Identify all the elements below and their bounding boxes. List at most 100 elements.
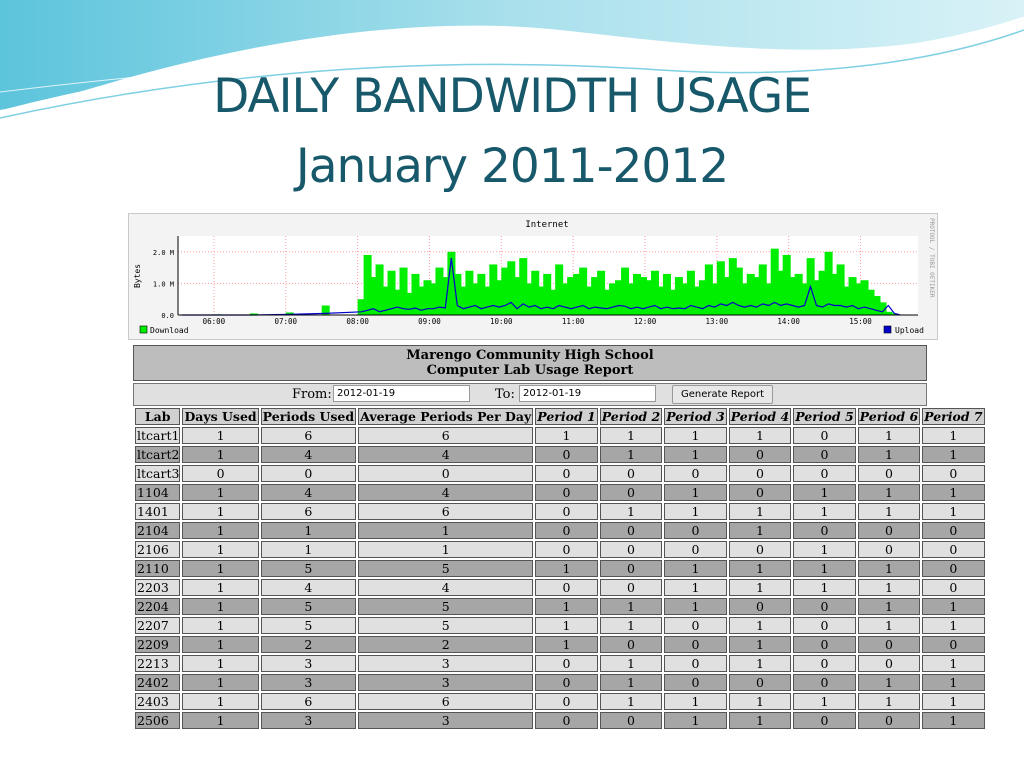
legend-upload-label: Upload xyxy=(895,326,924,335)
table-cell: 0 xyxy=(664,617,727,634)
download-bar xyxy=(459,286,468,315)
table-cell: 1 xyxy=(857,598,921,615)
table-cell: 2 xyxy=(358,636,534,653)
table-cell: 1 xyxy=(260,541,357,558)
table-cell: 5 xyxy=(358,617,534,634)
download-bar xyxy=(411,273,420,315)
download-bar xyxy=(543,273,552,315)
y-tick-label: 2.0 M xyxy=(153,249,174,257)
table-cell: 0 xyxy=(728,484,792,501)
table-cell: 1 xyxy=(922,598,985,615)
column-header: Periods Used xyxy=(260,408,357,425)
table-cell: 1 xyxy=(599,674,663,691)
table-cell: 1 xyxy=(793,693,856,710)
download-bar xyxy=(842,286,851,315)
table-cell: 0 xyxy=(857,712,921,729)
download-bar xyxy=(405,292,414,315)
table-cell: 1 xyxy=(182,560,259,577)
table-cell: 1 xyxy=(535,617,598,634)
download-bar xyxy=(872,296,881,315)
lab-name-cell: 2213 xyxy=(135,655,181,672)
x-tick-label: 06:00 xyxy=(203,317,226,326)
download-bar xyxy=(537,286,546,315)
download-bar xyxy=(321,305,330,315)
lab-name-cell: 2106 xyxy=(135,541,181,558)
table-row: 2204 1 5 5 1 1 1 0 0 1 1 xyxy=(135,598,985,615)
download-bar xyxy=(716,261,725,315)
download-bar xyxy=(752,277,761,315)
table-cell: 1 xyxy=(857,579,921,596)
table-cell: 0 xyxy=(599,522,663,539)
download-bar xyxy=(249,313,258,315)
table-cell: 1 xyxy=(728,655,792,672)
table-cell: 0 xyxy=(260,465,357,482)
download-bar xyxy=(387,270,396,315)
download-bar xyxy=(639,277,648,315)
table-cell: 1 xyxy=(182,541,259,558)
slide-title-line2: January 2011-2012 xyxy=(295,139,729,194)
download-bar xyxy=(830,273,839,315)
table-cell: 0 xyxy=(857,522,921,539)
table-row: 2106 1 1 1 0 0 0 0 1 0 0 xyxy=(135,541,985,558)
table-cell: 0 xyxy=(728,541,792,558)
table-cell: 0 xyxy=(535,465,598,482)
generate-report-button[interactable]: Generate Report xyxy=(672,385,774,404)
table-cell: 0 xyxy=(599,541,663,558)
download-bar xyxy=(668,289,677,315)
download-bar xyxy=(704,264,713,315)
table-row: ltcart1 1 6 6 1 1 1 1 0 1 1 xyxy=(135,427,985,444)
table-cell: 1 xyxy=(182,636,259,653)
table-cell: 1 xyxy=(599,503,663,520)
table-cell: 1 xyxy=(793,541,856,558)
table-cell: 3 xyxy=(260,712,357,729)
table-cell: 1 xyxy=(599,693,663,710)
x-tick-label: 07:00 xyxy=(274,317,297,326)
column-header: Period 3 xyxy=(664,408,727,425)
download-bar xyxy=(561,283,570,315)
download-bar xyxy=(573,273,582,315)
lab-name-cell: 2204 xyxy=(135,598,181,615)
table-cell: 1 xyxy=(535,560,598,577)
download-bar xyxy=(633,273,642,315)
report-subtitle: Computer Lab Usage Report xyxy=(426,363,634,378)
table-cell: 1 xyxy=(182,693,259,710)
x-tick-label: 12:00 xyxy=(634,317,657,326)
download-bar xyxy=(393,289,402,315)
table-cell: 0 xyxy=(599,465,663,482)
table-cell: 0 xyxy=(922,522,985,539)
table-cell: 1 xyxy=(664,560,727,577)
y-tick-label: 1.0 M xyxy=(153,280,174,288)
from-date-input[interactable] xyxy=(333,385,470,402)
to-date-input[interactable] xyxy=(519,385,656,402)
table-cell: 1 xyxy=(922,617,985,634)
table-cell: 0 xyxy=(664,674,727,691)
table-cell: 1 xyxy=(793,579,856,596)
download-bar xyxy=(417,286,426,315)
to-label: To: xyxy=(495,387,515,402)
download-bar xyxy=(698,280,707,315)
table-cell: 1 xyxy=(857,693,921,710)
table-cell: 5 xyxy=(260,560,357,577)
download-bar xyxy=(375,264,384,315)
download-bar xyxy=(453,273,462,315)
table-cell: 0 xyxy=(793,446,856,463)
download-bar xyxy=(824,251,833,315)
lab-name-cell: 2402 xyxy=(135,674,181,691)
table-cell: 1 xyxy=(535,427,598,444)
report-header: Marengo Community High School Computer L… xyxy=(133,345,927,381)
table-cell: 1 xyxy=(182,484,259,501)
column-header: Average Periods Per Day xyxy=(358,408,534,425)
table-row: 1104 1 4 4 0 0 1 0 1 1 1 xyxy=(135,484,985,501)
download-bar xyxy=(399,267,408,315)
table-cell: 0 xyxy=(793,522,856,539)
x-tick-label: 15:00 xyxy=(849,317,872,326)
download-bar xyxy=(728,258,737,315)
table-cell: 0 xyxy=(793,465,856,482)
usage-table-header-row: Lab Days Used Periods Used Average Periods … xyxy=(135,408,985,425)
download-bar xyxy=(818,270,827,315)
table-cell: 0 xyxy=(857,655,921,672)
graph-title: Internet xyxy=(525,220,568,230)
lab-name-cell: ltcart3 xyxy=(135,465,181,482)
table-cell: 4 xyxy=(358,446,534,463)
table-cell: 4 xyxy=(260,579,357,596)
